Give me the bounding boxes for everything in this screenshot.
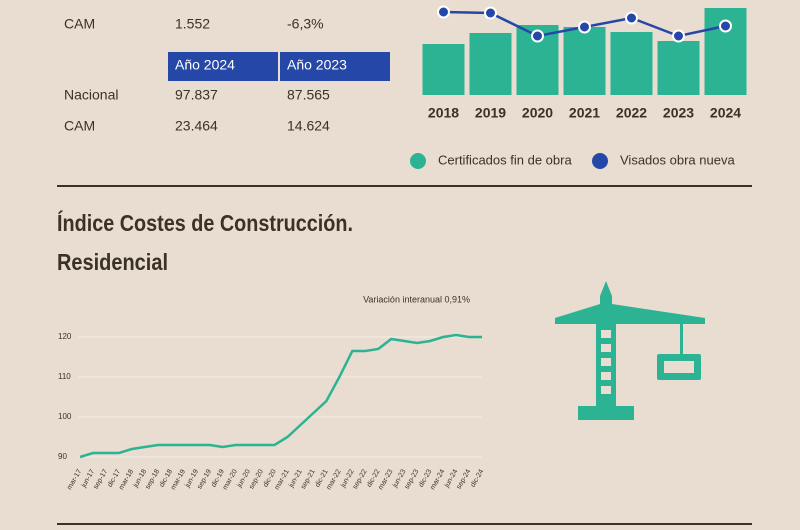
crane-detail <box>601 330 694 394</box>
point <box>437 5 450 19</box>
bar <box>422 44 465 95</box>
x-tick-label: 2018 <box>428 105 459 121</box>
legend-swatch <box>410 153 426 169</box>
y-tick-label: 110 <box>58 372 71 381</box>
point <box>484 6 497 20</box>
bar <box>469 33 512 95</box>
x-tick-label: 2020 <box>522 105 553 121</box>
cell: 1.552 <box>175 16 210 32</box>
legend-label: Visados obra nueva <box>620 152 735 167</box>
bar <box>657 41 700 95</box>
cell: CAM <box>64 16 95 32</box>
y-tick-label: 120 <box>58 332 72 341</box>
bar <box>610 32 653 95</box>
header-cell <box>280 52 390 81</box>
cell: 97.837 <box>175 87 218 103</box>
point <box>531 29 544 43</box>
point <box>672 29 685 43</box>
legend-label: Certificados fin de obra <box>438 152 572 167</box>
crane-icon <box>555 281 705 420</box>
bar <box>563 27 606 95</box>
legend-swatch <box>592 153 608 169</box>
x-tick-label: 2021 <box>569 105 600 121</box>
cell: CAM <box>64 118 95 134</box>
y-tick-label: 100 <box>58 412 72 421</box>
x-tick-label: dic-24 <box>470 468 486 488</box>
subtitle: Residencial <box>57 249 168 275</box>
line <box>79 333 482 459</box>
x-tick-label: 2022 <box>616 105 647 121</box>
header: Año 2024 <box>175 57 235 73</box>
cell: 87.565 <box>287 87 330 103</box>
header-cell <box>168 52 278 81</box>
cell: 23.464 <box>175 118 218 134</box>
cell: -6,3% <box>287 16 324 32</box>
x-tick-label: 2024 <box>710 105 741 121</box>
header: Año 2023 <box>287 57 347 73</box>
x-tick-label: 2023 <box>663 105 694 121</box>
y-tick-label: 90 <box>58 452 67 461</box>
x-tick-label: 2019 <box>475 105 506 121</box>
point <box>625 11 638 25</box>
annotation: Variación interanual 0,91% <box>363 294 470 304</box>
title: Índice Costes de Construcción. <box>57 209 353 236</box>
point <box>719 19 732 33</box>
cell: Nacional <box>64 87 118 103</box>
cell: 14.624 <box>287 118 330 134</box>
x-tick-label: mar-17 <box>66 468 83 491</box>
point <box>578 20 591 34</box>
